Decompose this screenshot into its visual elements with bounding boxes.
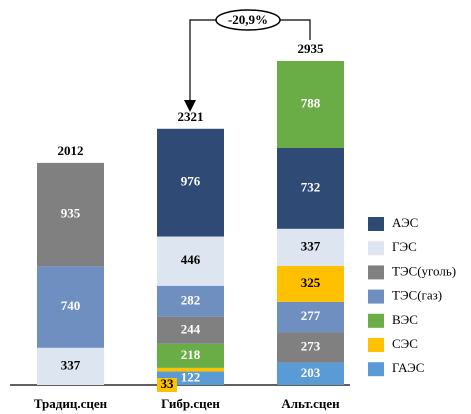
legend-label: ГЭС bbox=[392, 239, 417, 254]
value-label: 33 bbox=[161, 376, 175, 391]
annotation: -20,9% bbox=[228, 12, 268, 27]
legend-swatch bbox=[368, 265, 384, 280]
legend-swatch bbox=[368, 362, 384, 377]
legend-label: ГАЭС bbox=[392, 360, 424, 375]
value-label: 337 bbox=[301, 238, 321, 253]
label-box bbox=[157, 378, 177, 392]
legend-swatch bbox=[368, 241, 384, 256]
value-label: 446 bbox=[181, 252, 201, 267]
legend-label: ВЭС bbox=[392, 312, 418, 327]
value-label: 282 bbox=[181, 292, 201, 307]
value-label: 337 bbox=[61, 357, 81, 372]
legend-label: СЭС bbox=[392, 336, 418, 351]
bar-segment bbox=[37, 347, 104, 385]
bar-segment bbox=[277, 228, 344, 266]
bar-segment bbox=[277, 61, 344, 148]
bar-segment bbox=[37, 266, 104, 348]
bar-segment bbox=[277, 332, 344, 363]
legend-label: ТЭС(газ) bbox=[392, 288, 442, 303]
bar-segment bbox=[157, 343, 224, 368]
value-label: 325 bbox=[301, 275, 321, 290]
value-label: 935 bbox=[61, 205, 81, 220]
bar-segment bbox=[37, 162, 104, 267]
x-tick-label: Традиц.сцен bbox=[34, 396, 108, 411]
legend-swatch bbox=[368, 217, 384, 231]
bar-segment bbox=[277, 265, 344, 302]
total-label: 2935 bbox=[298, 41, 325, 56]
bar-segment bbox=[157, 285, 224, 317]
bar-segment bbox=[157, 367, 224, 372]
legend-label: ТЭС(уголь) bbox=[392, 263, 456, 278]
bar-segment bbox=[157, 316, 224, 344]
value-label: 277 bbox=[301, 308, 321, 323]
legend-swatch bbox=[368, 289, 384, 304]
bar-segment bbox=[277, 301, 344, 333]
value-label: 976 bbox=[181, 174, 201, 189]
total-label: 2321 bbox=[178, 109, 204, 124]
value-label: 218 bbox=[181, 347, 201, 362]
x-tick-label: Гибр.сцен bbox=[161, 396, 220, 411]
legend-swatch bbox=[368, 313, 384, 328]
x-tick-label: Альт.сцен bbox=[281, 396, 340, 411]
value-label: 732 bbox=[301, 179, 321, 194]
arrow-line bbox=[280, 19, 311, 40]
bar-segment bbox=[277, 147, 344, 229]
value-label: 122 bbox=[181, 369, 201, 384]
value-label: 788 bbox=[301, 95, 321, 110]
value-label: 273 bbox=[301, 339, 321, 354]
bar-segment bbox=[157, 128, 224, 237]
value-label: 244 bbox=[181, 321, 201, 336]
legend-swatch bbox=[368, 338, 384, 352]
total-label: 2012 bbox=[58, 143, 84, 158]
value-label: 203 bbox=[301, 365, 321, 380]
bar-segment bbox=[157, 236, 224, 286]
legend-label: АЭС bbox=[392, 215, 418, 230]
annotation-ellipse bbox=[215, 9, 281, 31]
value-label: 740 bbox=[61, 298, 81, 313]
arrow-line bbox=[189, 19, 216, 104]
arrow-head bbox=[184, 100, 196, 112]
bar-segment bbox=[277, 362, 344, 385]
